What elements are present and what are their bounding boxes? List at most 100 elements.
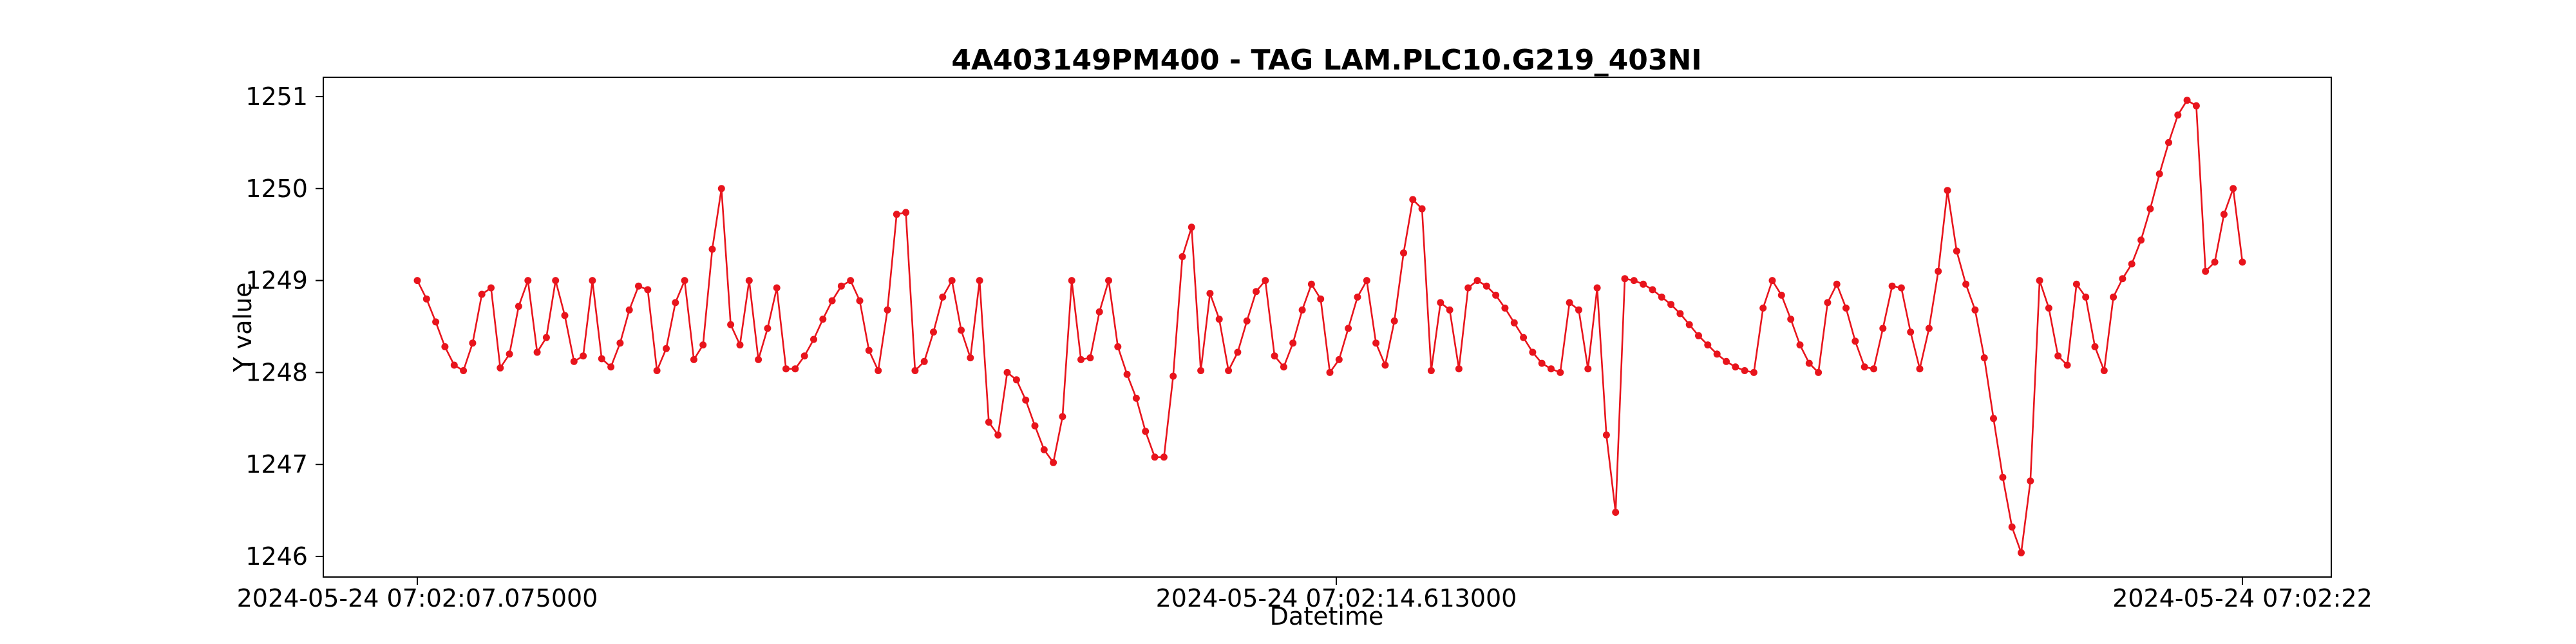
data-point: [1031, 422, 1039, 430]
data-point: [1372, 339, 1380, 347]
data-point: [1206, 290, 1214, 298]
data-point: [2128, 260, 2136, 268]
data-point: [1492, 291, 1500, 299]
y-axis-label: Y value: [229, 282, 257, 372]
data-point: [1685, 321, 1693, 328]
data-point: [635, 282, 642, 290]
data-point: [2146, 205, 2154, 213]
data-point: [1575, 306, 1582, 314]
data-point: [1114, 343, 1122, 350]
data-point: [1630, 277, 1638, 285]
data-point: [1842, 304, 1850, 312]
data-point: [755, 355, 762, 363]
data-point: [800, 352, 808, 360]
data-point: [1040, 446, 1048, 453]
data-point: [644, 286, 652, 294]
data-point: [976, 277, 983, 285]
data-point: [1132, 394, 1140, 402]
data-point: [1787, 316, 1795, 323]
data-point: [782, 365, 790, 373]
data-point: [902, 209, 910, 216]
data-point: [1916, 365, 1924, 373]
data-point: [663, 345, 670, 352]
data-point: [1345, 325, 1352, 332]
data-point: [460, 367, 468, 374]
data-point: [1640, 280, 1647, 288]
data-point: [930, 328, 937, 336]
data-point: [911, 367, 919, 374]
data-point: [1427, 367, 1435, 374]
data-point: [2018, 549, 2025, 556]
y-tick-label: 1250: [245, 175, 308, 203]
data-point: [1713, 350, 1721, 358]
data-point: [745, 277, 753, 285]
data-point: [506, 350, 513, 358]
data-point: [1409, 196, 1417, 204]
data-point: [1732, 363, 1739, 371]
data-point: [1317, 295, 1325, 303]
data-point: [1473, 277, 1481, 285]
chart-title: 4A403149PM400 - TAG LAM.PLC10.G219_403NI: [951, 44, 1701, 77]
x-axis: 2024-05-24 07:02:07.075000 2024-05-24 07:…: [237, 577, 2372, 612]
data-point: [1464, 284, 1472, 292]
data-point: [1510, 319, 1518, 327]
data-point: [1704, 341, 1712, 349]
data-point: [1805, 359, 1813, 367]
data-point: [1437, 299, 1444, 307]
data-point: [1225, 367, 1233, 374]
data-point: [2202, 267, 2210, 275]
data-point: [690, 355, 697, 363]
data-point: [1557, 368, 1564, 376]
data-point: [2063, 361, 2071, 369]
data-point: [2211, 258, 2219, 266]
data-point: [1935, 267, 1942, 275]
data-point: [1197, 367, 1205, 374]
data-point: [2036, 277, 2043, 285]
data-point: [2230, 185, 2237, 193]
data-point: [2100, 367, 2108, 374]
data-point: [2008, 523, 2016, 531]
data-point: [985, 419, 992, 426]
data-point: [2045, 304, 2052, 312]
data-point: [810, 336, 817, 343]
data-point: [441, 343, 449, 350]
data-point: [1870, 365, 1877, 373]
data-point: [1482, 282, 1490, 290]
data-point: [736, 341, 744, 349]
data-point: [1971, 306, 1979, 314]
data-point: [708, 245, 716, 253]
data-point: [1695, 332, 1702, 339]
data-series: [413, 97, 2246, 556]
data-point: [616, 339, 624, 347]
data-point: [1741, 367, 1748, 374]
data-point: [2082, 293, 2090, 301]
data-point: [1280, 363, 1287, 371]
data-point: [580, 352, 587, 360]
x-tick-label: 2024-05-24 07:02:14.613000: [1156, 584, 1517, 612]
data-point: [1400, 249, 1407, 257]
data-point: [1050, 459, 1057, 466]
data-point: [542, 334, 550, 341]
data-point: [837, 282, 845, 290]
data-point: [1953, 247, 1960, 255]
data-point: [1888, 282, 1896, 290]
data-point: [1584, 365, 1592, 373]
data-point: [1381, 361, 1389, 369]
data-point: [1142, 428, 1150, 435]
data-point: [939, 293, 947, 301]
data-point: [1160, 453, 1168, 461]
data-point: [2239, 258, 2246, 266]
data-point: [1086, 354, 1094, 362]
data-point: [1962, 280, 1970, 288]
data-point: [2183, 97, 2191, 104]
data-point: [1363, 277, 1370, 285]
data-point: [1852, 337, 1859, 345]
data-point: [1621, 275, 1629, 283]
data-point: [561, 312, 569, 319]
data-point: [589, 277, 596, 285]
data-point: [672, 299, 679, 307]
data-point: [1723, 357, 1730, 365]
x-tick-label: 2024-05-24 07:02:22: [2112, 584, 2372, 612]
data-point: [422, 295, 430, 303]
